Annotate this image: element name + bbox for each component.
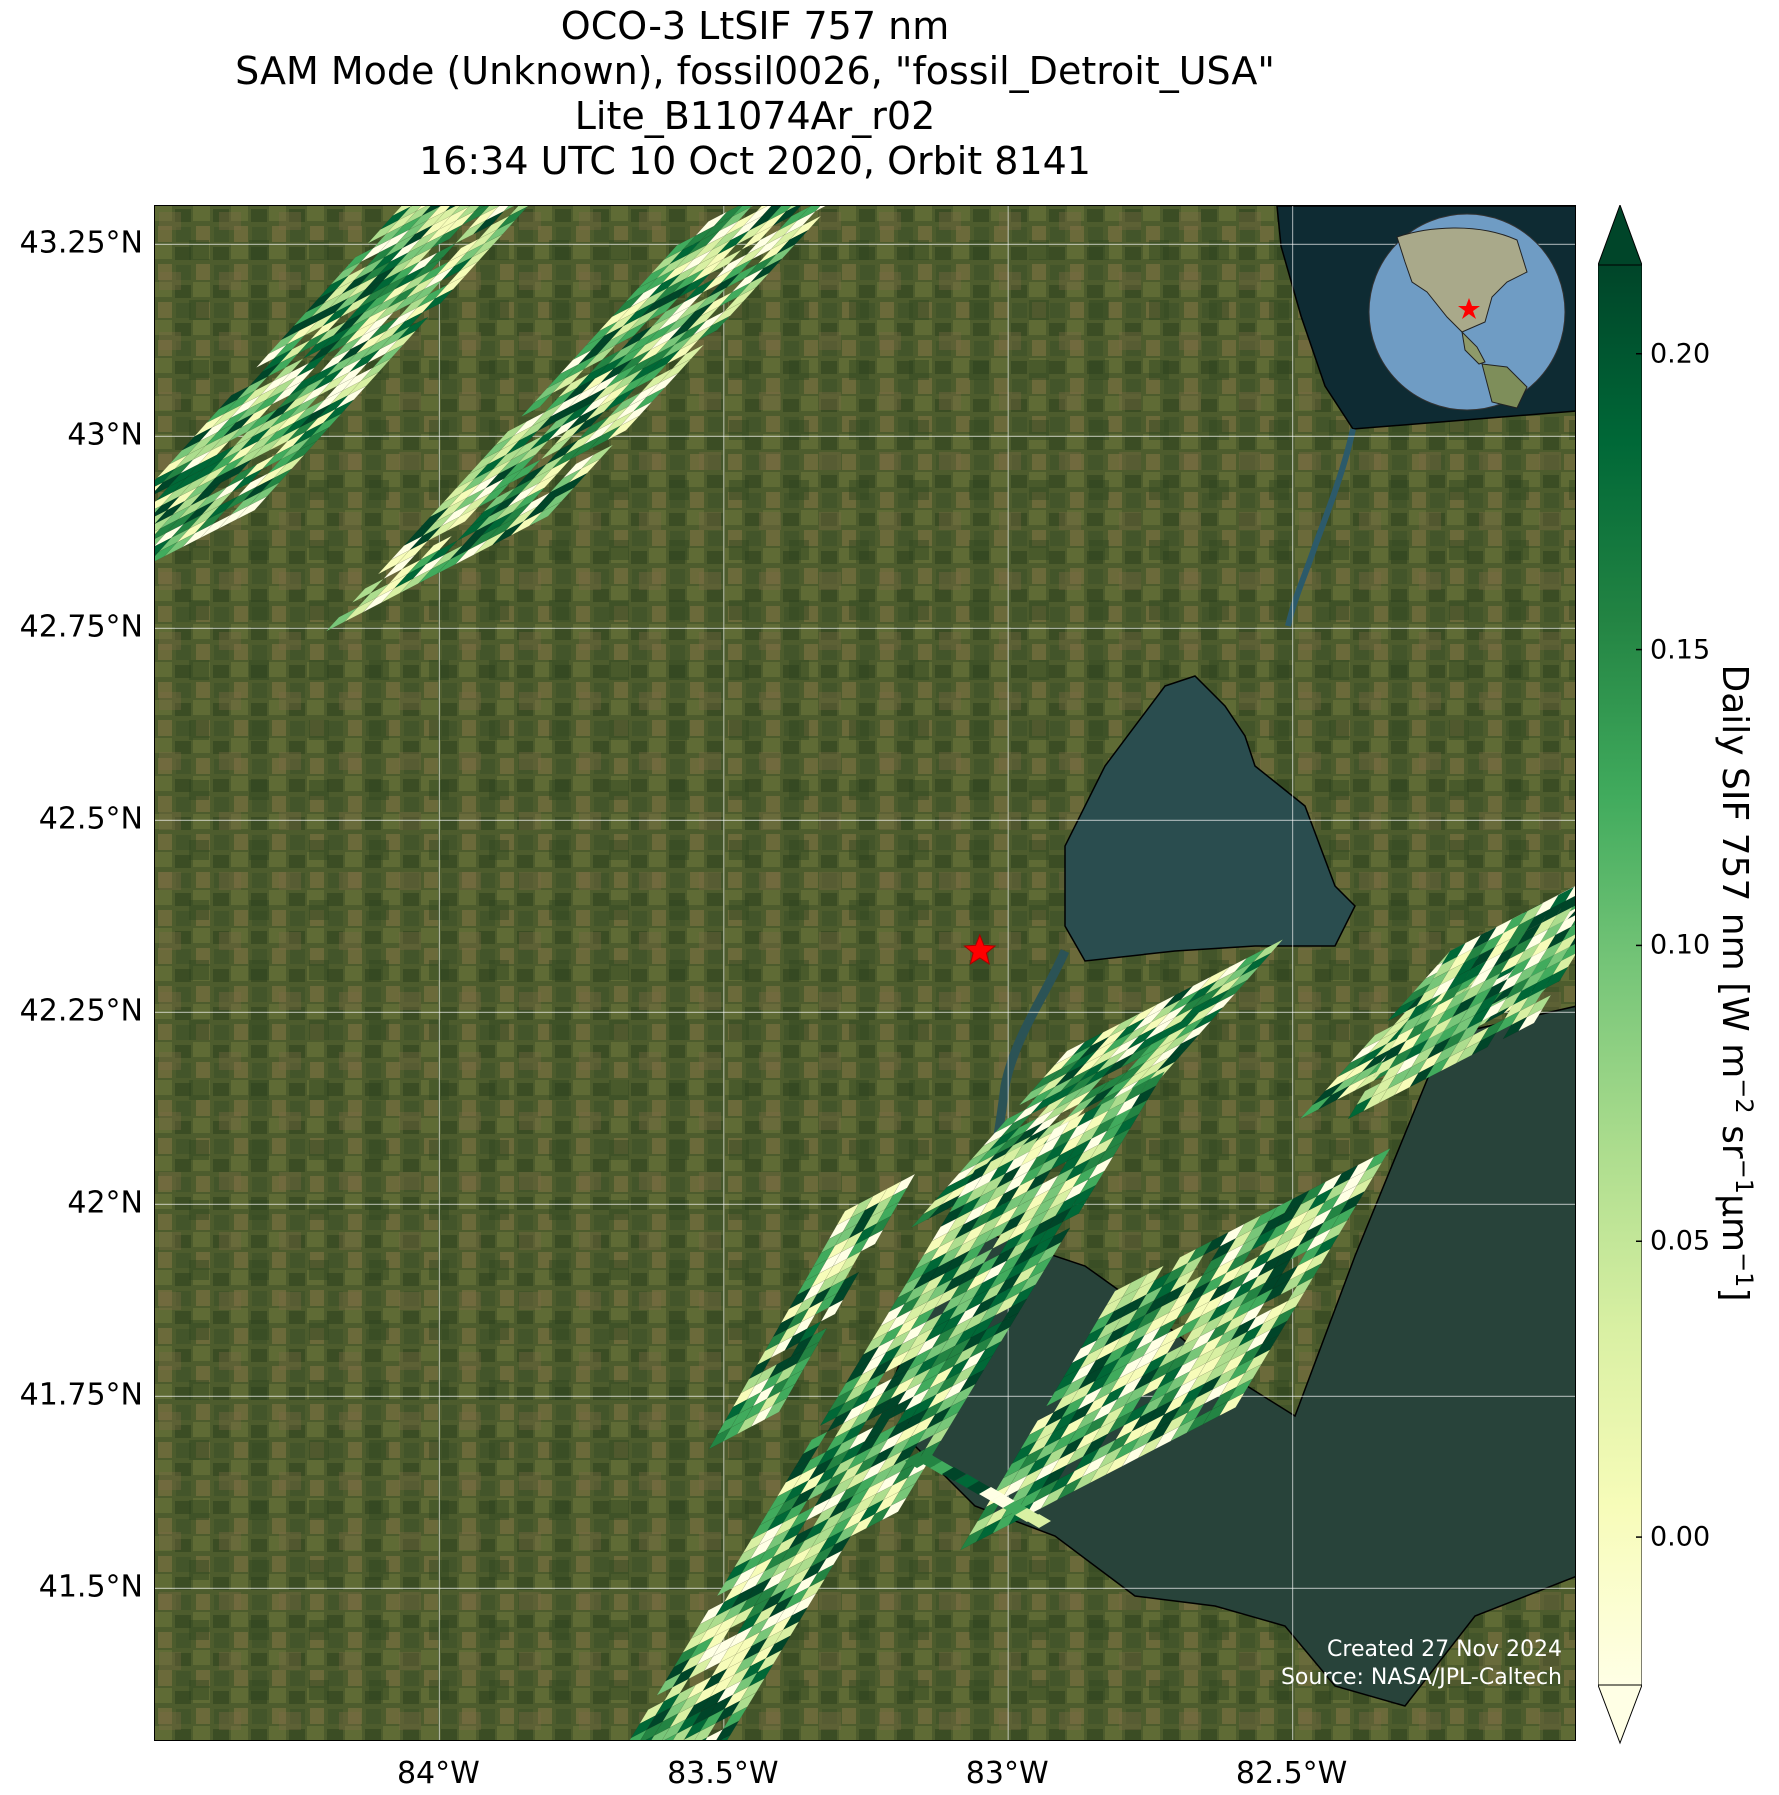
st-clair-river (1285, 428, 1356, 627)
title-line-1: OCO-3 LtSIF 757 nm (560, 4, 950, 48)
sif-cell (439, 206, 442, 207)
lon-tick-label: 83°W (965, 1756, 1049, 1791)
sif-cell (410, 206, 413, 207)
sif-cell (607, 415, 640, 441)
sif-cell (682, 1739, 685, 1740)
sif-cell (155, 533, 166, 546)
lon-tick-label: 82.5°W (1235, 1756, 1348, 1791)
map-title: OCO-3 LtSIF 757 nm SAM Mode (Unknown), f… (0, 4, 1510, 184)
sif-cell (698, 315, 731, 341)
globe-north-america (1396, 227, 1528, 333)
lat-tick-label: 43.25°N (19, 225, 143, 261)
sif-cell (1218, 1392, 1245, 1417)
sif-cell (520, 392, 553, 418)
sif-cell (750, 206, 754, 208)
data-source: Source: NASA/JPL-Caltech (1280, 1665, 1562, 1690)
sif-cell (815, 206, 826, 212)
globe-central-america (1461, 330, 1486, 365)
title-line-4: 16:34 UTC 10 Oct 2020, Orbit 8141 (419, 139, 1091, 183)
sif-cell (1564, 886, 1575, 902)
sif-cell (629, 1729, 648, 1740)
sif-cell (236, 496, 268, 520)
created-date: Created 27 Nov 2024 (1327, 1637, 1562, 1662)
basemap (155, 206, 1575, 1740)
sif-cell (1027, 1514, 1051, 1528)
sif-cell (431, 224, 463, 249)
lat-tick-label: 41.5°N (38, 1569, 143, 1605)
sif-cell (905, 1454, 929, 1468)
sif-cell (155, 500, 156, 503)
colorbar-tick-label: 0.05 (1650, 1225, 1711, 1257)
lat-tick-label: 42.75°N (19, 609, 143, 645)
sif-cell (1471, 1032, 1497, 1056)
sif-cell (645, 1735, 655, 1740)
sif-cell (1571, 902, 1575, 908)
colorbar-extend-bottom (1598, 1684, 1642, 1745)
lat-tick-label: 42°N (67, 1185, 143, 1221)
colorbar (1598, 205, 1642, 1745)
sif-cell (651, 1727, 671, 1740)
sif-cell (1517, 1008, 1544, 1032)
lat-tick-label: 41.75°N (19, 1377, 143, 1413)
sif-cell (881, 1497, 908, 1521)
sif-cell (474, 206, 486, 212)
colorbar-tick-label: 0.20 (1650, 338, 1711, 370)
sif-cell (820, 1299, 844, 1322)
colorbar-title: Daily SIF 757 nm [W m−2 sr−1μm−1] (1714, 664, 1758, 1302)
sif-cell (701, 1736, 708, 1740)
sif-cell (155, 551, 160, 557)
colorbar-body (1598, 264, 1642, 1686)
sif-cell (1560, 943, 1575, 962)
lake-st-clair (1064, 675, 1356, 962)
sif-cell (529, 501, 562, 526)
sif-cell (446, 507, 479, 532)
sif-swath-cells (155, 206, 1575, 1740)
sif-cell (422, 289, 454, 313)
globe-south-america (1481, 363, 1528, 409)
sif-cell (155, 505, 162, 514)
colorbar-extend-top (1598, 205, 1642, 266)
sif-cell (155, 528, 161, 535)
sif-cell (764, 1397, 788, 1420)
sif-cell (1568, 937, 1575, 948)
colorbar-ticks (1636, 353, 1642, 1538)
sif-cell (416, 206, 427, 212)
sif-cell (155, 482, 163, 492)
star-icon (963, 933, 997, 965)
sif-cell (942, 1467, 966, 1481)
sif-cell (785, 206, 797, 212)
map-canvas[interactable] (155, 206, 1576, 1741)
sif-cell (1561, 924, 1575, 942)
sif-cell (683, 1730, 701, 1740)
lon-tick-label: 84°W (396, 1756, 480, 1791)
title-line-2: SAM Mode (Unknown), fossil0026, "fossil_… (235, 49, 1275, 93)
sif-cell (1566, 910, 1575, 921)
sif-cell (155, 510, 168, 524)
sif-cell (720, 1734, 731, 1740)
sif-cell (1543, 966, 1569, 990)
credits: Created 27 Nov 2024 Source: NASA/JPL-Cal… (1281, 1636, 1562, 1692)
colorbar-tick-label: 0.00 (1650, 1521, 1711, 1553)
star-icon (1458, 298, 1480, 319)
sif-cell (498, 206, 500, 207)
sif-cell (445, 206, 457, 212)
sif-cell (503, 206, 515, 212)
sif-cell (756, 206, 768, 212)
colorbar-tick-label: 0.10 (1650, 929, 1711, 961)
map-panel[interactable] (154, 205, 1576, 1741)
lat-tick-label: 42.5°N (38, 801, 143, 837)
sif-cell (1062, 1198, 1088, 1223)
lon-tick-label: 83.5°W (667, 1756, 779, 1791)
colorbar-tick-label: 0.15 (1650, 634, 1711, 666)
lat-tick-label: 42.25°N (19, 993, 143, 1029)
sif-cell (664, 1733, 678, 1740)
sif-cell (809, 206, 812, 207)
sif-cell (468, 206, 471, 207)
sif-cell (1570, 920, 1575, 928)
lat-tick-label: 43°N (67, 417, 143, 453)
sif-cell (860, 1229, 884, 1252)
sif-cell (705, 1728, 724, 1740)
title-line-3: Lite_B11074Ar_r02 (574, 94, 936, 138)
globe-inset (1368, 213, 1566, 411)
